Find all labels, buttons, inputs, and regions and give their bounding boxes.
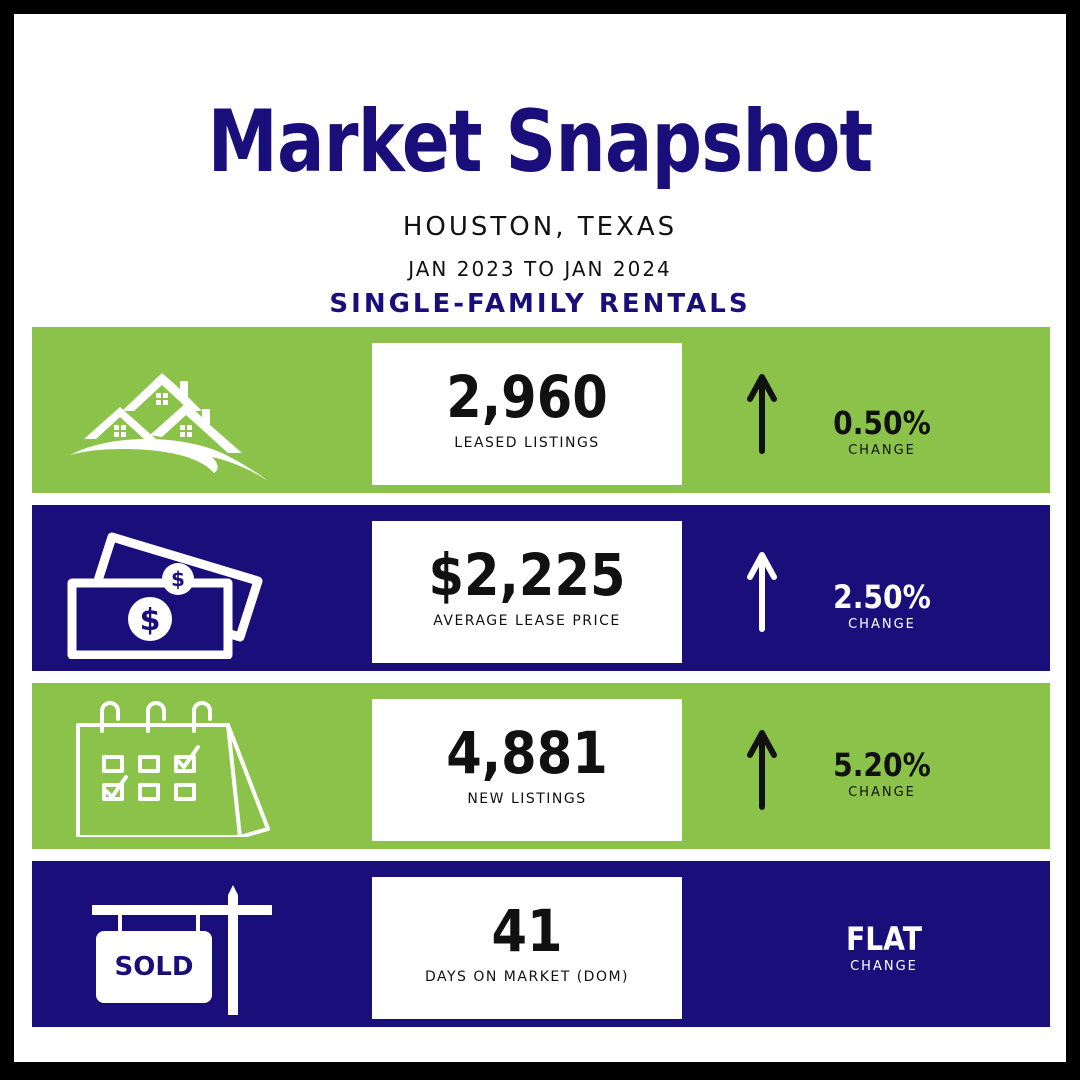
metric-row-average-lease-price: $ $ $2,225 AVERAGE LEASE PRICE 2.50% CHA… [32,505,1050,671]
date-range-subtitle: JAN 2023 TO JAN 2024 [408,257,672,281]
houses-icon [70,373,268,481]
change-label: CHANGE [848,785,916,800]
metric-box: 41 DAYS ON MARKET (DOM) [372,877,682,1019]
change-label: CHANGE [848,617,916,632]
change-label: CHANGE [850,959,918,974]
metric-box: $2,225 AVERAGE LEASE PRICE [372,521,682,663]
arrow-up-icon [747,730,777,810]
metric-value: 2,960 [446,363,608,431]
snapshot-card: Market Snapshot HOUSTON, TEXAS JAN 2023 … [14,14,1066,1062]
metric-label: DAYS ON MARKET (DOM) [424,969,630,985]
arrow-up-icon [747,552,777,632]
metric-value: 4,881 [446,719,608,787]
calendar-icon [76,701,270,837]
change-block: 0.50% CHANGE [802,405,962,458]
change-block: 2.50% CHANGE [802,579,962,632]
metric-label: LEASED LISTINGS [454,435,600,451]
svg-text:$: $ [140,603,161,638]
arrow-up-icon [747,374,777,454]
metric-value: $2,225 [428,541,626,609]
metric-row-days-on-market: SOLD 41 DAYS ON MARKET (DOM) FLAT CHANGE [32,861,1050,1027]
metric-value: 41 [491,897,563,965]
change-value: 0.50% [833,404,931,442]
money-icon: $ $ [67,532,263,659]
change-label: CHANGE [848,443,916,458]
change-block: 5.20% CHANGE [802,747,962,800]
segment-subtitle: SINGLE-FAMILY RENTALS [329,289,751,319]
sold-sign-icon: SOLD [92,885,272,1015]
change-value: 5.20% [833,746,931,784]
metric-row-new-listings: 4,881 NEW LISTINGS 5.20% CHANGE [32,683,1050,849]
metric-box: 4,881 NEW LISTINGS [372,699,682,841]
metric-box: 2,960 LEASED LISTINGS [372,343,682,485]
metric-label: AVERAGE LEASE PRICE [433,613,621,629]
metric-row-leased-listings: 2,960 LEASED LISTINGS 0.50% CHANGE [32,327,1050,493]
page-title: Market Snapshot [207,92,874,192]
location-subtitle: HOUSTON, TEXAS [402,212,678,242]
svg-text:$: $ [171,567,185,591]
metric-label: NEW LISTINGS [467,791,587,807]
change-value: FLAT [845,920,922,958]
change-block: FLAT CHANGE [804,921,964,974]
svg-text:SOLD: SOLD [115,952,194,982]
change-value: 2.50% [833,578,931,616]
